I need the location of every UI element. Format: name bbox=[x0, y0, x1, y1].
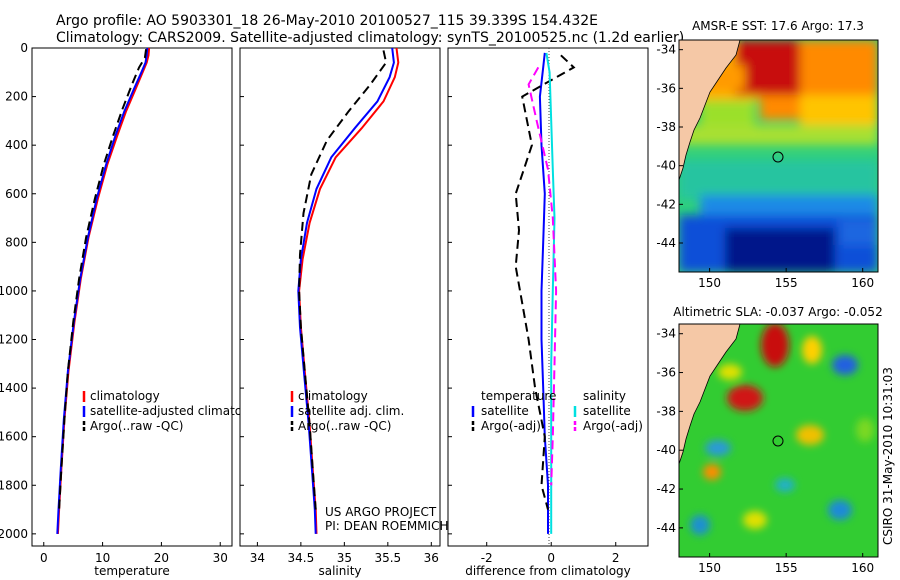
y-tick-label-8: 1600 bbox=[0, 430, 28, 444]
legend-label-0: satellite bbox=[481, 404, 529, 418]
x-tick-label-2: 35 bbox=[337, 551, 352, 565]
x-tick-label-0: 34 bbox=[250, 551, 265, 565]
map-x-tick-label-2: 160 bbox=[851, 276, 874, 290]
header-line-1: Argo profile: AO 5903301_18 26-May-2010 … bbox=[56, 13, 598, 29]
xlabel: difference from climatology bbox=[465, 564, 631, 578]
sst-field bbox=[679, 40, 878, 272]
x-tick-label-2: 2 bbox=[612, 551, 620, 565]
panel-frame bbox=[239, 47, 441, 547]
x-tick-label-2: 20 bbox=[154, 551, 169, 565]
temperature-profile-panel: 0 10 20 30 0 200 400 600 800 1000 1200 1400 1600 1800… bbox=[0, 41, 268, 578]
difference-profile-panel: -2 0 2 difference from climatology tempera… bbox=[447, 47, 649, 578]
map-x-tick-label-0: 150 bbox=[698, 561, 721, 575]
x-tick-label-1: 34.5 bbox=[288, 551, 315, 565]
legend-label-1: satellite adj. clim. bbox=[298, 404, 404, 418]
xlabel: salinity bbox=[318, 564, 361, 578]
argo-position-marker bbox=[772, 151, 784, 163]
x-tick-label-0: -2 bbox=[481, 551, 493, 565]
x-tick-label-3: 35.5 bbox=[374, 551, 401, 565]
panel-frame bbox=[447, 47, 649, 547]
series-line-2 bbox=[58, 49, 148, 510]
map-x-tick-label-1: 155 bbox=[775, 561, 798, 575]
x-tick-label-0: 0 bbox=[40, 551, 48, 565]
map-y-tick-label-4: -42 bbox=[656, 482, 676, 496]
map-y-tick-label-2: -38 bbox=[656, 404, 676, 418]
y-tick-label-4: 800 bbox=[5, 235, 28, 249]
argo-position-marker bbox=[772, 435, 784, 447]
x-tick-label-4: 36 bbox=[424, 551, 439, 565]
map-x-tick-label-2: 160 bbox=[851, 561, 874, 575]
legend-label-3: Argo(-adj) bbox=[583, 419, 643, 433]
legend-label-2: satellite bbox=[583, 404, 631, 418]
legend-label-0: climatology bbox=[298, 389, 368, 403]
x-tick-label-3: 30 bbox=[213, 551, 228, 565]
y-tick-label-9: 1800 bbox=[0, 478, 28, 492]
sst-map-panel: AMSR-E SST: 17.6 Argo: 17.3 150 155 160- bbox=[656, 19, 879, 290]
y-tick-label-10: 2000 bbox=[0, 527, 28, 541]
map-y-tick-label-5: -44 bbox=[656, 236, 676, 250]
project-annotation: US ARGO PROJECT bbox=[325, 505, 437, 519]
y-tick-label-3: 600 bbox=[5, 187, 28, 201]
legend-header-salinity: salinity bbox=[583, 389, 626, 403]
legend-label-2: Argo(..raw -QC) bbox=[298, 419, 391, 433]
legend-label-0: climatology bbox=[90, 389, 160, 403]
sst-map-title: AMSR-E SST: 17.6 Argo: 17.3 bbox=[692, 19, 864, 33]
x-tick-label-1: 0 bbox=[547, 551, 555, 565]
map-y-tick-label-4: -42 bbox=[656, 197, 676, 211]
sla-map-panel: Altimetric SLA: -0.037 Argo: -0.052 bbox=[656, 305, 882, 575]
map-x-tick-label-0: 150 bbox=[698, 276, 721, 290]
sla-map-title: Altimetric SLA: -0.037 Argo: -0.052 bbox=[673, 305, 882, 319]
pi-annotation: PI: DEAN ROEMMICH bbox=[325, 519, 448, 533]
legend-label-1: satellite-adjusted climatology bbox=[90, 404, 268, 418]
y-tick-label-7: 1400 bbox=[0, 381, 28, 395]
series-line-1 bbox=[514, 54, 576, 510]
y-tick-label-0: 0 bbox=[20, 41, 28, 55]
map-y-tick-label-1: -36 bbox=[656, 366, 676, 380]
panel-frame bbox=[31, 47, 233, 547]
map-x-tick-label-1: 155 bbox=[775, 276, 798, 290]
y-tick-label-1: 200 bbox=[5, 90, 28, 104]
y-tick-label-2: 400 bbox=[5, 138, 28, 152]
legend-label-1: Argo(-adj) bbox=[481, 419, 541, 433]
map-y-tick-label-5: -44 bbox=[656, 521, 676, 535]
timestamp-stamp: CSIRO 31-May-2010 10:31:03 bbox=[881, 367, 895, 545]
legend-label-2: Argo(..raw -QC) bbox=[90, 419, 183, 433]
map-y-tick-label-0: -34 bbox=[656, 43, 676, 57]
y-tick-label-5: 1000 bbox=[0, 284, 28, 298]
map-y-tick-label-3: -40 bbox=[656, 443, 676, 457]
sla-field bbox=[679, 324, 878, 557]
x-tick-label-1: 10 bbox=[95, 551, 110, 565]
map-y-tick-label-3: -40 bbox=[656, 159, 676, 173]
xlabel: temperature bbox=[94, 564, 169, 578]
map-y-tick-label-0: -34 bbox=[656, 327, 676, 341]
y-tick-label-6: 1200 bbox=[0, 333, 28, 347]
legend-header-temperature: temperature bbox=[481, 389, 556, 403]
series-line-3 bbox=[527, 66, 558, 486]
salinity-profile-panel: 34 34.5 35 35.5 36 salinity climatologysatel… bbox=[239, 47, 448, 578]
map-y-tick-label-2: -38 bbox=[656, 120, 676, 134]
map-y-tick-label-1: -36 bbox=[656, 81, 676, 95]
series-line-0 bbox=[538, 52, 549, 534]
header-line-2: Climatology: CARS2009. Satellite-adjuste… bbox=[56, 30, 684, 46]
series-line-2 bbox=[298, 50, 388, 510]
